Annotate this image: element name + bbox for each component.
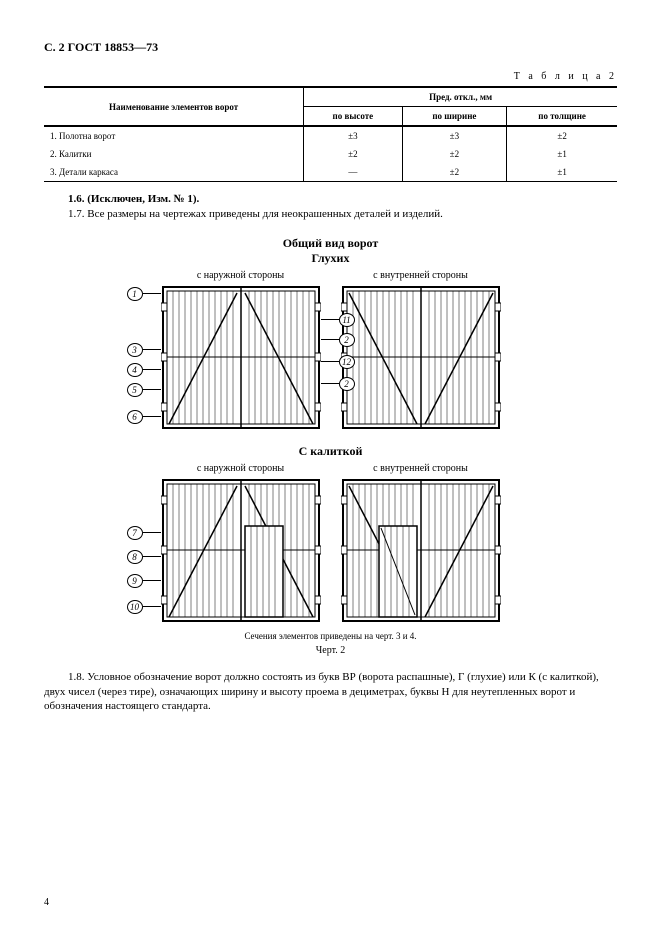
callout-label: 5: [127, 383, 143, 397]
row-val-w: ±2: [402, 145, 507, 163]
figure-caption-right2: с внутренней стороны: [373, 463, 468, 474]
gate-diagram-icon: [341, 285, 501, 430]
row-val-h: —: [304, 163, 402, 182]
page-header: С. 2 ГОСТ 18853—73: [44, 40, 617, 55]
tolerance-table: Наименование элементов ворот Пред. откл.…: [44, 86, 617, 182]
figure-caption-right: с внутренней стороны: [373, 270, 468, 281]
row-name: 1. Полотна ворот: [44, 126, 304, 145]
row-val-w: ±2: [402, 163, 507, 182]
table-row: 1. Полотна ворот ±3 ±3 ±2: [44, 126, 617, 145]
callout-label: 2: [339, 333, 355, 347]
row-val-h: ±3: [304, 126, 402, 145]
gate-wrap-top-left: 1 3 4 5 6: [161, 285, 321, 430]
row-name: 2. Калитки: [44, 145, 304, 163]
row-val-t: ±1: [507, 145, 617, 163]
col-name-header: Наименование элементов ворот: [44, 87, 304, 126]
col-sub-h: по высоте: [304, 107, 402, 127]
table-row: 2. Калитки ±2 ±2 ±1: [44, 145, 617, 163]
figure-col-bot-left: с наружной стороны 7 8 9 10: [161, 463, 321, 623]
table-body: 1. Полотна ворот ±3 ±3 ±2 2. Калитки ±2 …: [44, 126, 617, 182]
callout-label: 7: [127, 526, 143, 540]
table-label: Т а б л и ц а 2: [44, 71, 617, 82]
row-val-h: ±2: [304, 145, 402, 163]
callout-label: 11: [339, 313, 355, 327]
figure-title: Общий вид ворот: [44, 236, 617, 251]
row-name: 3. Детали каркаса: [44, 163, 304, 182]
gate-diagram-icon: [341, 478, 501, 623]
clause-16: 1.6. (Исключен, Изм. № 1).: [44, 192, 617, 207]
figure-caption-left: с наружной стороны: [197, 270, 284, 281]
callout-label: 3: [127, 343, 143, 357]
row-val-t: ±2: [507, 126, 617, 145]
table-row: 3. Детали каркаса — ±2 ±1: [44, 163, 617, 182]
figure-number: Черт. 2: [44, 645, 617, 656]
page-number: 4: [44, 897, 49, 908]
figure-caption-left2: с наружной стороны: [197, 463, 284, 474]
clause-16-text: 1.6. (Исключен, Изм. № 1).: [68, 193, 199, 205]
figure-col-top-left: с наружной стороны 1 3 4 5 6: [161, 270, 321, 430]
clause-17: 1.7. Все размеры на чертежах приведены д…: [44, 207, 617, 222]
figure-block: Общий вид ворот Глухих с наружной сторон…: [44, 236, 617, 656]
gate-wrap-bot-left: 7 8 9 10: [161, 478, 321, 623]
figure-row-bottom: с наружной стороны 7 8 9 10: [44, 463, 617, 623]
callout-label: 4: [127, 363, 143, 377]
figure-row-top: с наружной стороны 1 3 4 5 6: [44, 270, 617, 430]
gate-diagram-icon: [161, 478, 321, 623]
callout-label: 12: [339, 355, 355, 369]
callout-label: 1: [127, 287, 143, 301]
row-val-w: ±3: [402, 126, 507, 145]
callout-label: 2: [339, 377, 355, 391]
figure-col-top-right: с внутренней стороны: [341, 270, 501, 430]
clause-18: 1.8. Условное обозначение ворот должно с…: [44, 670, 617, 715]
col-group-header: Пред. откл., мм: [304, 87, 617, 107]
figure-col-bot-right: с внутренней стороны: [341, 463, 501, 623]
figure-note: Сечения элементов приведены на черт. 3 и…: [44, 631, 617, 641]
figure-sub2: С калиткой: [44, 444, 617, 459]
callout-label: 6: [127, 410, 143, 424]
col-sub-w: по ширине: [402, 107, 507, 127]
callout-label: 8: [127, 550, 143, 564]
row-val-t: ±1: [507, 163, 617, 182]
gate-diagram-icon: [161, 285, 321, 430]
callout-label: 10: [127, 600, 143, 614]
callout-label: 9: [127, 574, 143, 588]
figure-sub1: Глухих: [44, 251, 617, 266]
col-sub-t: по толщине: [507, 107, 617, 127]
